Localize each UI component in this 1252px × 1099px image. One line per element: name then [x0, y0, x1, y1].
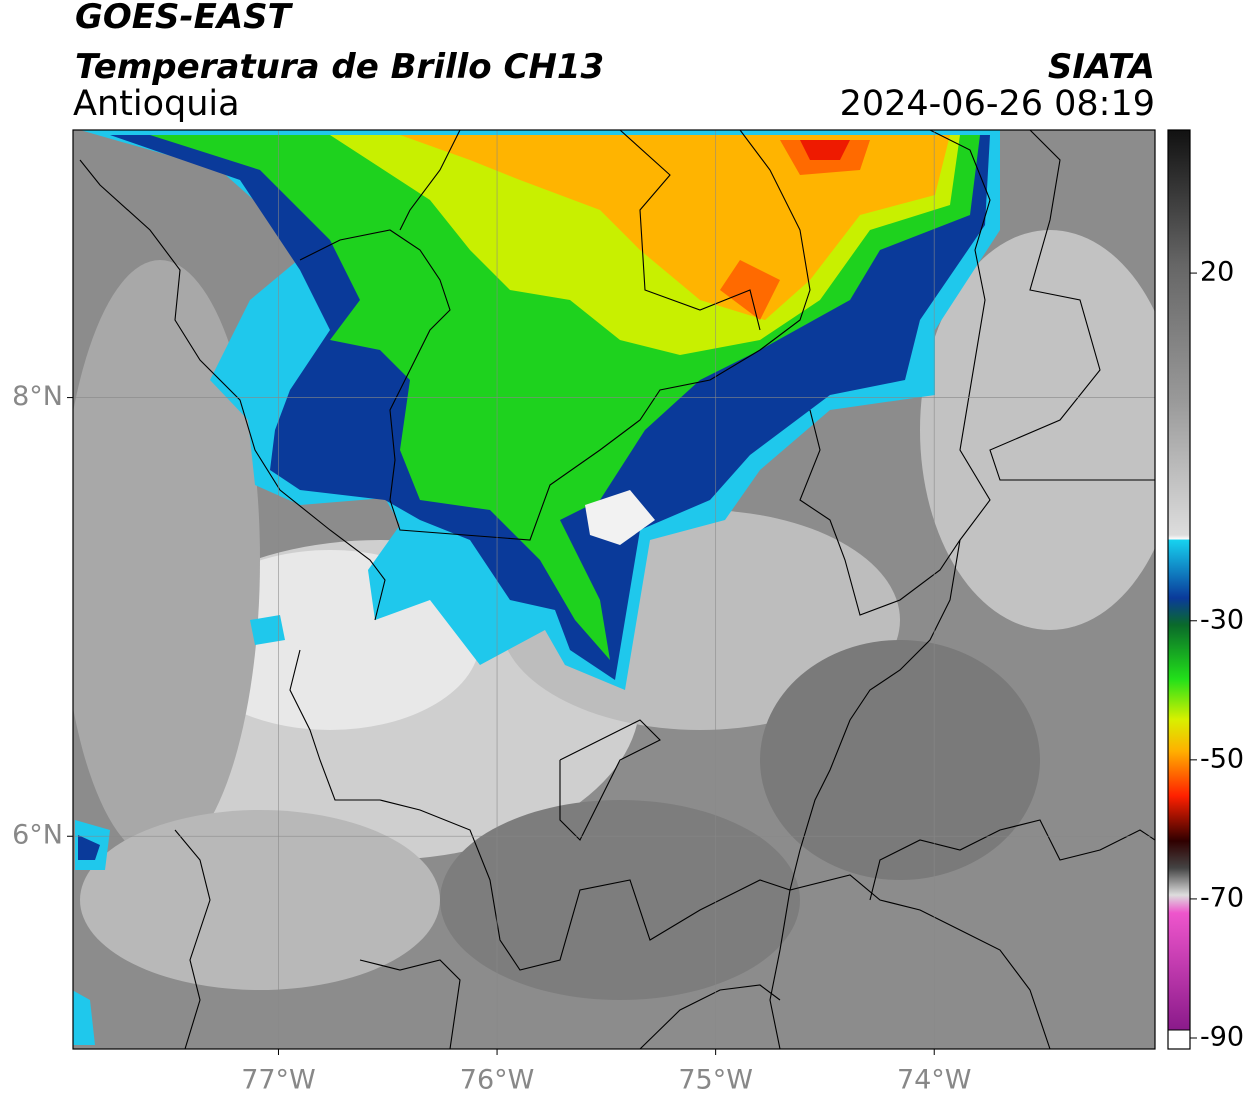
colorbar-tick-label: 20: [1200, 257, 1234, 288]
lon-tick-label: 76°W: [460, 1065, 535, 1096]
graticule: [73, 130, 1155, 1049]
map-frame: [72, 129, 1156, 1050]
region: Antioquia: [73, 84, 240, 124]
colorbar-tick-label: -70: [1200, 882, 1244, 913]
colorbar-gradient: [1168, 130, 1190, 1030]
source: SIATA: [1048, 47, 1155, 87]
lon-tick-label: 74°W: [897, 1065, 972, 1096]
title: GOES-EAST: [75, 0, 294, 37]
colorbar-under: [1167, 1029, 1191, 1050]
lon-tick-label: 77°W: [241, 1065, 316, 1096]
datetime: 2024-06-26 08:19: [840, 84, 1155, 124]
colorbar-tick-label: -90: [1200, 1022, 1244, 1053]
satellite-image: [73, 130, 1155, 1049]
subtitle: Temperatura de Brillo CH13: [75, 47, 604, 87]
colorbar: [1167, 129, 1191, 1050]
lon-tick-label: 75°W: [678, 1065, 753, 1096]
colorbar-tick-label: -30: [1200, 604, 1244, 635]
colorbar-tick-label: -50: [1200, 743, 1244, 774]
lat-tick-label: 6°N: [12, 820, 63, 851]
lat-tick-label: 8°N: [12, 381, 63, 412]
colorbar-frame: [1167, 129, 1191, 1050]
